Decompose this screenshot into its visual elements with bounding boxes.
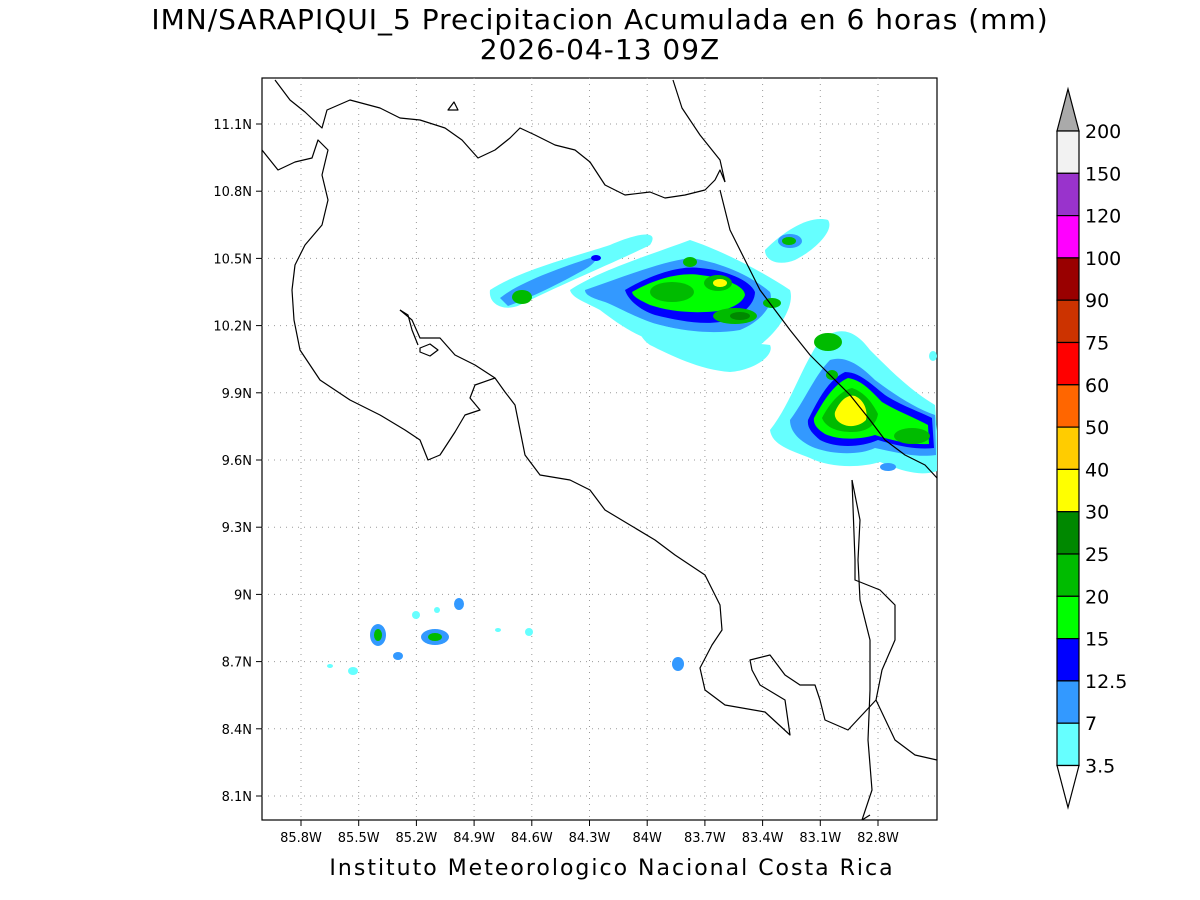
- colorbar-swatch: [1056, 384, 1080, 428]
- colorbar-label: 50: [1085, 417, 1109, 439]
- lon-tick-label: 85.8W: [280, 831, 322, 846]
- colorbar-label: 3.5: [1085, 756, 1115, 778]
- lat-tick-label: 9N: [234, 588, 252, 603]
- colorbar-swatch: [1056, 257, 1080, 301]
- footer-credit: Instituto Meteorologico Nacional Costa R…: [329, 856, 895, 881]
- map-grid: [262, 78, 937, 820]
- colorbar-label: 25: [1085, 544, 1109, 566]
- colorbar-label: 75: [1085, 333, 1109, 355]
- colorbar-swatch: [1056, 595, 1080, 640]
- precipitation-field: [327, 219, 937, 675]
- rain-cell-sarapiqui-west: [489, 234, 653, 308]
- colorbar-swatch: [1056, 341, 1080, 386]
- rain-cells-pacific: [327, 351, 937, 675]
- colorbar-label: 15: [1085, 629, 1109, 651]
- colorbar-swatch: [1056, 511, 1080, 555]
- lon-tick-label: 85.5W: [338, 831, 380, 846]
- colorbar-label: 100: [1085, 248, 1121, 270]
- colorbar-label: 90: [1085, 290, 1109, 312]
- colorbar-swatch: [1056, 215, 1080, 259]
- colorbar-top-cap: [1056, 86, 1080, 132]
- colorbar-label: 20: [1085, 586, 1109, 608]
- map-title: IMN/SARAPIQUI_5 Precipitacion Acumulada …: [151, 3, 1049, 36]
- lat-tick-label: 8.7N: [222, 656, 252, 671]
- lat-tick-label: 10.2N: [213, 320, 252, 335]
- lat-tick-label: 10.5N: [213, 252, 252, 267]
- colorbar: 200 150 120 100 90 75 60 50 40 30 25 20 15 12.5 7 3.5: [1056, 86, 1127, 810]
- colorbar-swatch: [1056, 130, 1080, 174]
- lat-tick-label: 9.3N: [222, 521, 252, 536]
- coastlines: [262, 79, 937, 820]
- colorbar-label: 40: [1085, 459, 1109, 481]
- colorbar-label: 150: [1085, 163, 1121, 185]
- colorbar-swatch: [1056, 553, 1080, 597]
- lon-tick-label: 83.7W: [684, 831, 726, 846]
- lon-tick-label: 84W: [632, 831, 662, 846]
- colorbar-swatch: [1056, 468, 1080, 513]
- rain-cell-central: [570, 240, 791, 355]
- colorbar-label: 7: [1085, 713, 1097, 735]
- map-axes: 11.1N 10.8N 10.5N 10.2N 9.9N 9.6N 9.3N 9N 8.7N 8.…: [213, 118, 899, 846]
- lon-tick-label: 84.6W: [511, 831, 553, 846]
- lon-tick-label: 82.8W: [857, 831, 899, 846]
- colorbar-swatch: [1056, 722, 1080, 767]
- lat-tick-label: 8.4N: [222, 723, 252, 738]
- lat-tick-label: 11.1N: [213, 118, 252, 133]
- colorbar-swatch: [1056, 637, 1080, 682]
- colorbar-swatch: [1056, 680, 1080, 724]
- colorbar-swatch: [1056, 172, 1080, 217]
- colorbar-label: 12.5: [1085, 671, 1127, 693]
- lat-tick-label: 9.6N: [222, 454, 252, 469]
- rain-cell-central-tail: [638, 320, 771, 372]
- colorbar-bottom-cap: [1056, 764, 1080, 810]
- colorbar-label: 60: [1085, 375, 1109, 397]
- lon-tick-label: 83.1W: [799, 831, 841, 846]
- lon-tick-label: 84.9W: [453, 831, 495, 846]
- rain-cell-northeast: [765, 219, 830, 263]
- lon-tick-label: 85.2W: [395, 831, 437, 846]
- rain-cell-limon: [770, 331, 937, 474]
- lat-tick-label: 9.9N: [222, 387, 252, 402]
- colorbar-swatch: [1056, 426, 1080, 471]
- colorbar-swatch: [1056, 299, 1080, 344]
- lat-tick-label: 8.1N: [222, 790, 252, 805]
- colorbar-label: 30: [1085, 502, 1109, 524]
- lon-tick-label: 84.3W: [569, 831, 611, 846]
- colorbar-label: 200: [1085, 121, 1121, 143]
- lon-tick-label: 83.4W: [742, 831, 784, 846]
- lat-tick-label: 10.8N: [213, 185, 252, 200]
- colorbar-label: 120: [1085, 206, 1121, 228]
- map-subtitle: 2026-04-13 09Z: [479, 33, 721, 66]
